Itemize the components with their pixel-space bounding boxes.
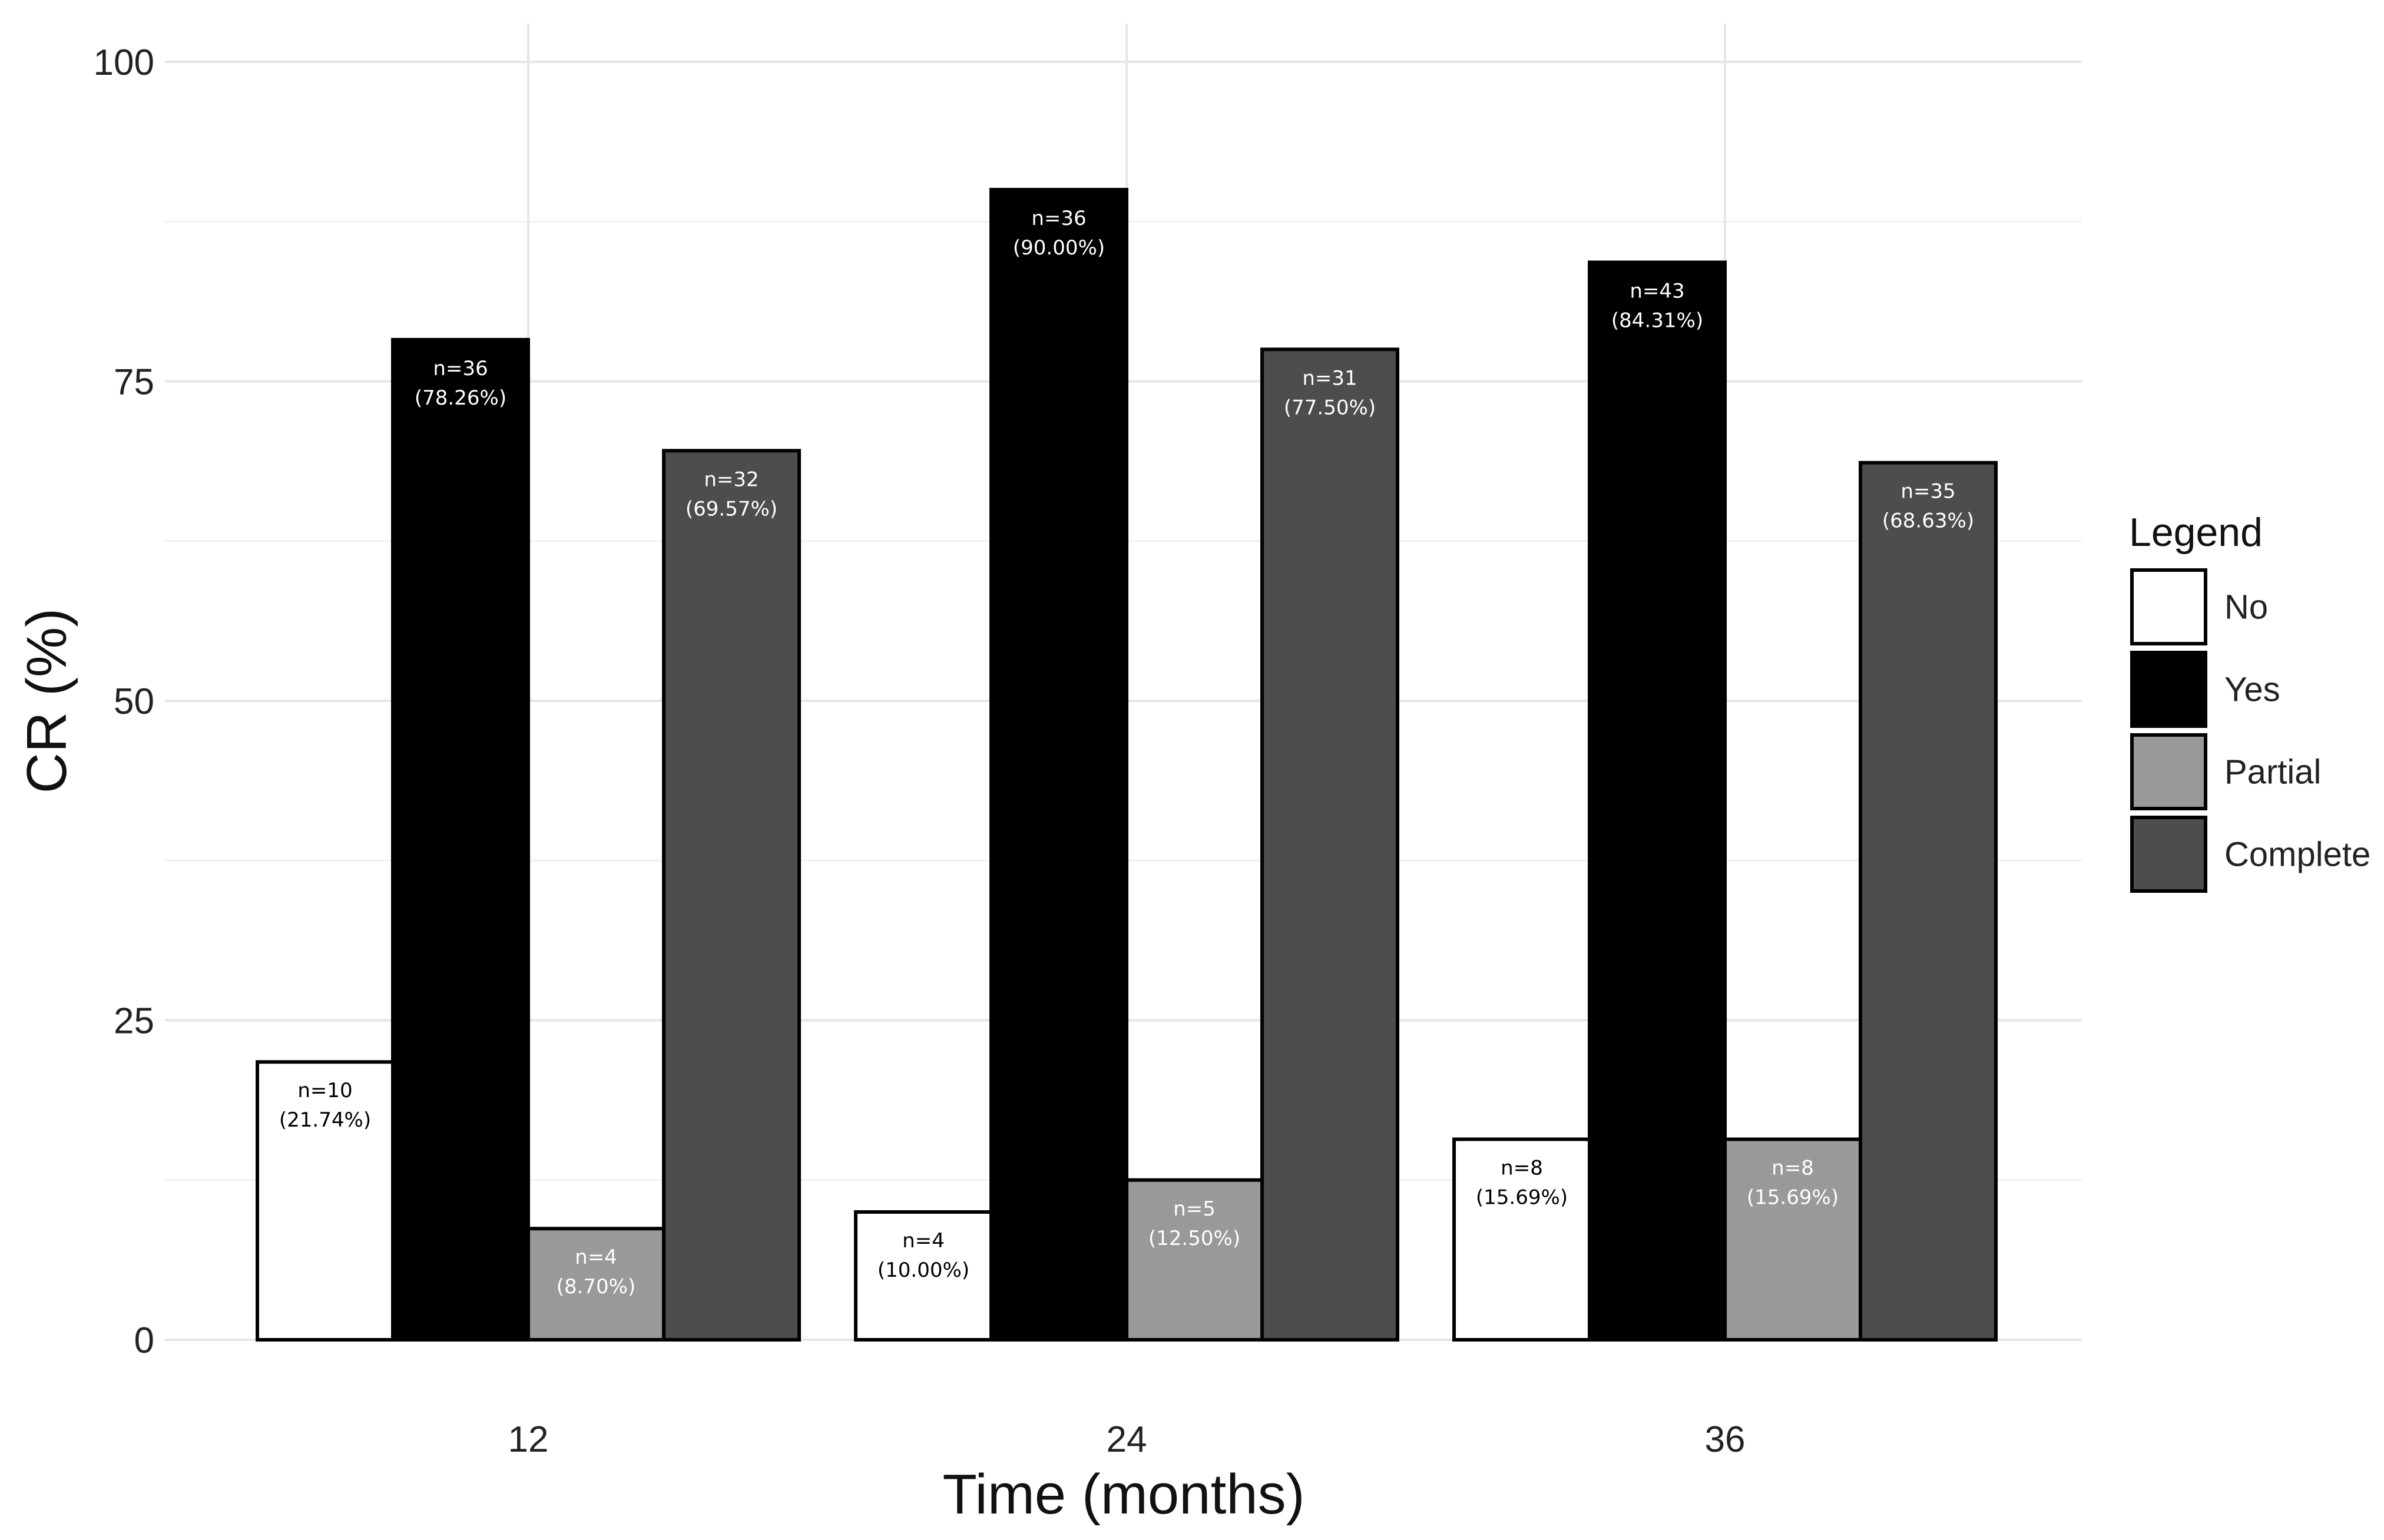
bar-data-label: n=32: [704, 468, 759, 491]
y-tick-label: 100: [94, 42, 154, 83]
bar-data-label: (68.63%): [1882, 509, 1974, 533]
legend-key-no: [2130, 568, 2207, 645]
legend-key-yes: [2130, 651, 2207, 728]
legend-label-yes: Yes: [2224, 671, 2280, 709]
bar-data-label: n=36: [433, 357, 488, 380]
bar-partial-12: [527, 1227, 665, 1342]
bar-no-36: [1452, 1137, 1591, 1342]
legend-label-complete: Complete: [2224, 836, 2370, 874]
y-tick-label: 25: [114, 1001, 154, 1042]
bar-data-label: (10.00%): [878, 1259, 969, 1282]
bar-data-label: n=4: [575, 1246, 617, 1269]
bar-data-label: (15.69%): [1747, 1186, 1839, 1210]
y-tick-label: 50: [114, 681, 154, 722]
bar-complete-36: [1859, 461, 1998, 1342]
legend-key-partial: [2130, 733, 2207, 810]
legend-title: Legend: [2129, 510, 2263, 555]
bar-yes-24: [989, 188, 1128, 1342]
bar-partial-24: [1125, 1178, 1264, 1342]
y-axis-title: CR (%): [15, 608, 78, 794]
legend: Legend No Yes Partial Complete: [2129, 510, 2370, 893]
bar-complete-24: [1260, 347, 1399, 1342]
bar-data-label: n=4: [902, 1229, 945, 1253]
bar-data-label: (15.69%): [1476, 1186, 1568, 1210]
bar-data-label: (77.50%): [1284, 396, 1376, 419]
bar-data-label: (21.74%): [279, 1108, 371, 1132]
bar-data-label: n=8: [1772, 1157, 1814, 1180]
bar-data-label: (69.57%): [686, 497, 777, 521]
bar-data-label: n=5: [1173, 1197, 1216, 1221]
bar-yes-12: [391, 337, 530, 1342]
bar-data-label: n=43: [1630, 279, 1684, 303]
bar-data-label: (78.26%): [415, 386, 506, 410]
y-tick-label: 0: [134, 1320, 154, 1361]
bar-complete-12: [662, 449, 801, 1342]
bar-data-label: n=35: [1900, 480, 1955, 504]
bar-data-label: (90.00%): [1013, 236, 1105, 260]
x-axis: 12 24 36: [508, 1419, 1746, 1460]
y-tick-label: 75: [114, 362, 154, 403]
legend-key-complete: [2130, 816, 2207, 893]
bar-data-label: n=36: [1031, 207, 1086, 230]
bar-data-label: (8.70%): [557, 1275, 636, 1299]
bar-data-label: n=31: [1302, 366, 1357, 390]
bar-no-24: [854, 1210, 993, 1342]
bar-no-12: [256, 1060, 395, 1342]
legend-label-partial: Partial: [2224, 753, 2321, 791]
y-axis: 0 25 50 75 100: [94, 42, 154, 1361]
bar-labels: n=10 (21.74%) n=36 (78.26%) n=4 (8.70%) n=32 (6…: [279, 207, 1974, 1299]
x-tick-label: 12: [508, 1419, 549, 1460]
bar-data-label: (12.50%): [1148, 1227, 1240, 1250]
bars: [256, 188, 1998, 1342]
bar-data-label: n=8: [1501, 1157, 1543, 1180]
bar-partial-36: [1723, 1137, 1862, 1342]
x-tick-label: 36: [1705, 1419, 1746, 1460]
x-tick-label: 24: [1107, 1419, 1147, 1460]
bar-yes-36: [1588, 260, 1727, 1342]
bar-data-label: n=10: [297, 1079, 352, 1102]
legend-label-no: No: [2224, 588, 2268, 627]
x-axis-title: Time (months): [942, 1463, 1304, 1526]
bar-data-label: (84.31%): [1611, 309, 1703, 332]
